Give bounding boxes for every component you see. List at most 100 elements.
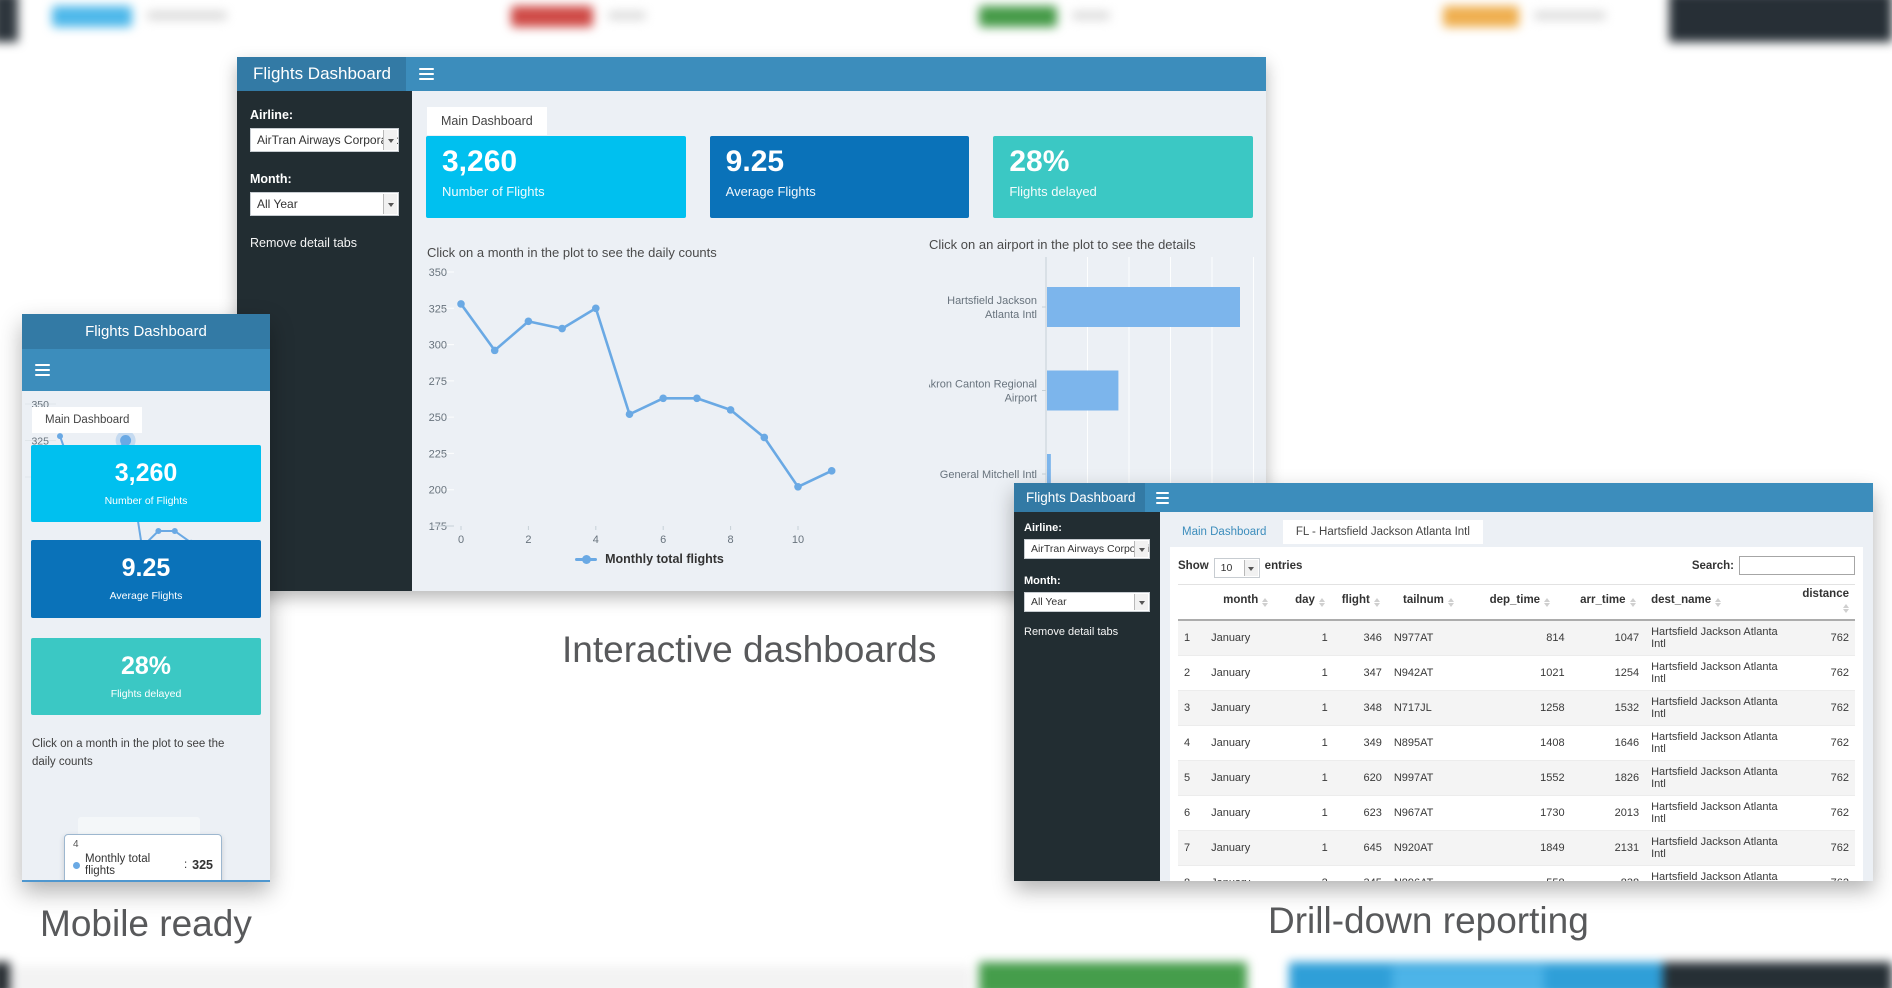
tooltip-value: 325: [192, 858, 213, 872]
tab-main-dashboard[interactable]: Main Dashboard: [427, 107, 547, 135]
column-header-dep_time[interactable]: dep_time: [1469, 584, 1571, 621]
line-chart-legend[interactable]: Monthly total flights: [427, 552, 872, 566]
chevron-down-icon: [1243, 560, 1258, 576]
airline-select[interactable]: AirTran Airways Corporation: [1024, 539, 1150, 559]
flights-table-header: month day flight tailnum dep_time arr_time des…: [1178, 584, 1855, 621]
page-length-value: 10: [1220, 562, 1233, 574]
column-header-dest_name[interactable]: dest_name: [1645, 584, 1788, 621]
table-cell: 762: [1787, 866, 1855, 881]
series-dot-icon: [73, 861, 80, 869]
sort-icon: [1715, 595, 1722, 610]
app-title: Flights Dashboard: [1014, 483, 1145, 512]
table-cell: Hartsfield Jackson Atlanta Intl: [1651, 836, 1778, 860]
table-cell: 347: [1363, 667, 1382, 679]
table-cell: 1: [1321, 632, 1328, 644]
svg-text:0: 0: [458, 534, 464, 543]
table-cell: 762: [1830, 737, 1849, 749]
page-length-control: Show 10 entries: [1178, 553, 1302, 578]
column-header-flight[interactable]: flight: [1333, 584, 1388, 621]
table-cell: January: [1211, 702, 1251, 714]
kpi-value: 28%: [1009, 145, 1070, 178]
table-cell: 6: [1184, 807, 1191, 819]
table-row[interactable]: 5 January 1 620 N997AT 1552 1826 Hartsfield Jac…: [1178, 760, 1855, 796]
sort-icon: [1843, 601, 1849, 616]
search-control: Search:: [1692, 556, 1855, 575]
svg-text:Atlanta Intl: Atlanta Intl: [985, 309, 1037, 321]
table-cell: 558: [1469, 866, 1571, 881]
table-cell: N920AT: [1393, 842, 1434, 854]
table-cell: 1: [1321, 702, 1328, 714]
tab-main-dashboard[interactable]: Main Dashboard: [32, 407, 143, 433]
table-cell: N997AT: [1393, 772, 1434, 784]
column-header-arr_time[interactable]: arr_time: [1570, 584, 1646, 621]
column-header-tailnum[interactable]: tailnum: [1387, 584, 1470, 621]
table-cell: January: [1211, 632, 1251, 644]
table-cell: 645: [1363, 842, 1382, 854]
flights-table-body: 1 January 1 346 N977AT 814 1047 Hartsfield Jack…: [1178, 620, 1855, 881]
svg-text:4: 4: [593, 534, 599, 543]
table-cell: 7: [1184, 842, 1191, 854]
line-chart-caption: Click on a month in the plot to see the …: [427, 245, 717, 260]
table-cell: 1254: [1614, 667, 1640, 679]
table-row[interactable]: 2 January 1 347 N942AT 1021 1254 Hartsfield Jac…: [1178, 656, 1855, 691]
remove-detail-tabs-link[interactable]: Remove detail tabs: [1024, 626, 1119, 638]
table-cell: N895AT: [1393, 737, 1434, 749]
kpi-value: 9.25: [725, 145, 785, 178]
drilldown-content: Main Dashboard FL - Hartsfield Jackson A…: [1160, 512, 1873, 881]
table-row[interactable]: 7 January 1 645 N920AT 1849 2131 Hartsfield Jac…: [1178, 830, 1855, 866]
table-cell: 1047: [1614, 632, 1640, 644]
table-cell: 1021: [1540, 667, 1565, 679]
table-row[interactable]: 4 January 1 349 N895AT 1408 1646 Hartsfield Jac…: [1178, 726, 1855, 761]
month-label: Month:: [1024, 575, 1061, 587]
mobile-window: Flights Dashboard Main Dashboard 3,260 N…: [22, 314, 270, 882]
column-header-distance[interactable]: distance: [1787, 584, 1855, 621]
table-row[interactable]: 6 January 1 623 N967AT 1730 2013 Hartsfield Jac…: [1178, 796, 1855, 831]
chevron-down-icon: [1134, 594, 1148, 610]
table-cell: 838: [1571, 866, 1645, 881]
svg-text:10: 10: [792, 534, 804, 543]
table-cell: Hartsfield Jackson Atlanta Intl: [1651, 871, 1778, 881]
column-header-month[interactable]: month: [1205, 584, 1287, 621]
hamburger-icon[interactable]: [35, 364, 50, 376]
column-header-rownames[interactable]: [1178, 584, 1206, 621]
remove-detail-tabs-link[interactable]: Remove detail tabs: [250, 236, 358, 250]
hamburger-icon[interactable]: [419, 68, 434, 80]
table-cell: 346: [1363, 632, 1382, 644]
month-select[interactable]: All Year: [1024, 592, 1150, 612]
airline-select[interactable]: AirTran Airways Corporation: [250, 128, 399, 152]
blurred-background-top: [0, 0, 1892, 42]
table-row[interactable]: 3 January 1 348 N717JL 1258 1532 Hartsfield Jac…: [1178, 690, 1855, 726]
airport-bar-chart[interactable]: Click on an airport in the plot to see t…: [923, 237, 1260, 558]
airline-select-value: AirTran Airways Corporation: [257, 133, 398, 147]
table-cell: 1: [1321, 807, 1328, 819]
caption-drilldown-reporting: Drill-down reporting: [1268, 900, 1589, 941]
main-navbar: [406, 57, 1266, 91]
table-cell: N967AT: [1393, 807, 1434, 819]
tab-main-dashboard[interactable]: Main Dashboard: [1182, 526, 1267, 538]
table-cell: January: [1211, 667, 1251, 679]
table-cell: N977AT: [1393, 632, 1434, 644]
search-input[interactable]: [1739, 556, 1855, 575]
table-cell: N717JL: [1393, 702, 1432, 714]
table-row[interactable]: 8January2345N896AT558838 Hartsfield Jacks…: [1178, 866, 1855, 881]
tab-airport-detail[interactable]: FL - Hartsfield Jackson Atlanta Intl: [1282, 520, 1483, 544]
column-header-day[interactable]: day: [1286, 584, 1334, 621]
monthly-flights-line-chart[interactable]: Click on a month in the plot to see the …: [427, 245, 872, 566]
bar-chart-plot[interactable]: Hartsfield Jackson Atlanta Intl Akron Cant…: [923, 253, 1260, 553]
kpi-average-flights: 9.25 Average Flights: [709, 136, 970, 218]
table-row[interactable]: 1 January 1 346 N977AT 814 1047 Hartsfield Jack…: [1178, 620, 1855, 656]
line-chart-plot[interactable]: 175 200 225 250 275 300 325 350 0 2 4 6 8 10: [427, 261, 872, 546]
table-cell: 1: [1321, 667, 1328, 679]
svg-text:300: 300: [429, 340, 447, 352]
svg-text:6: 6: [660, 534, 666, 543]
table-cell: 762: [1830, 772, 1849, 784]
table-cell: 762: [1830, 842, 1849, 854]
page-length-select[interactable]: 10: [1213, 558, 1260, 578]
month-select[interactable]: All Year: [250, 192, 399, 216]
table-cell: 762: [1830, 632, 1849, 644]
hamburger-icon[interactable]: [1156, 491, 1169, 504]
svg-text:350: 350: [429, 267, 447, 279]
table-cell: 762: [1830, 807, 1849, 819]
svg-text:175: 175: [429, 521, 447, 533]
kpi-value: 3,260: [442, 145, 518, 178]
